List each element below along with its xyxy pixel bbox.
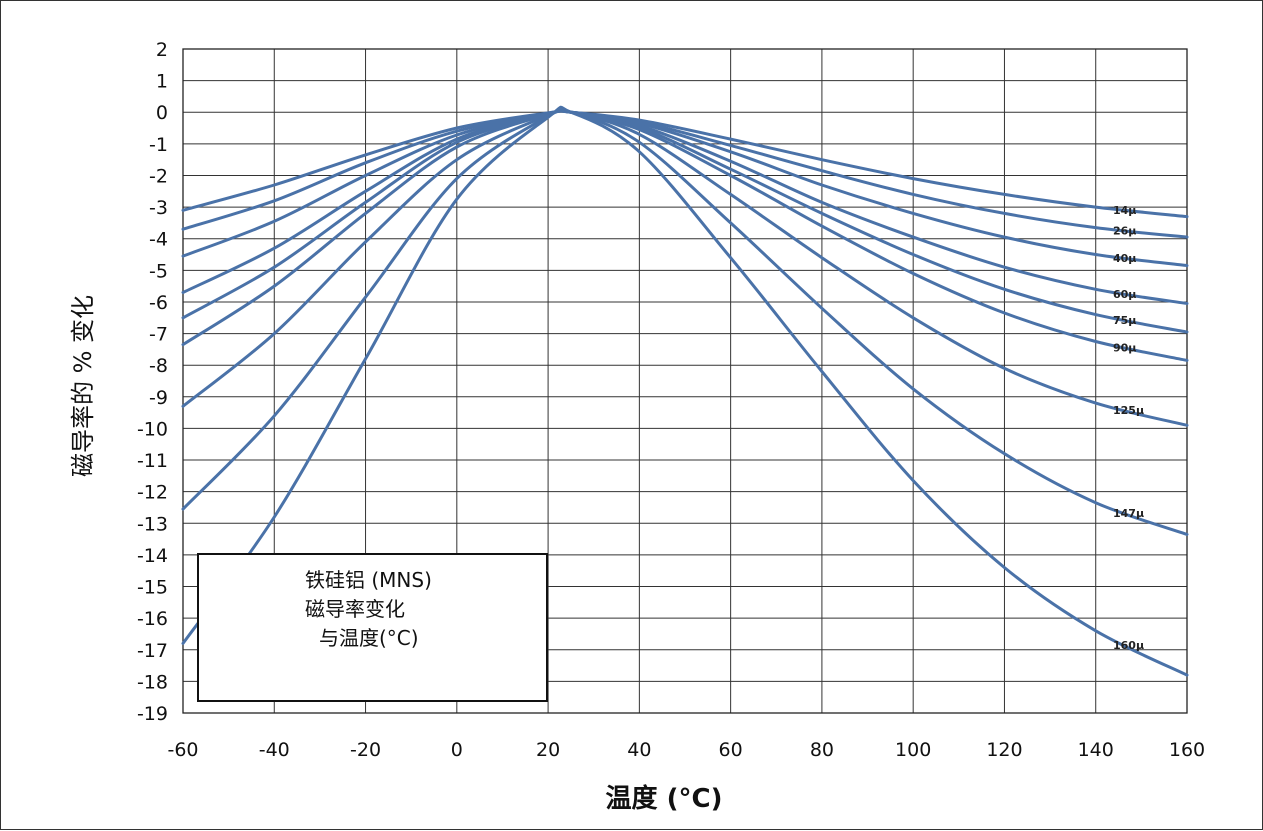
annotation-line-3: 与温度(°C) [319, 626, 419, 650]
annotation-line-1: 铁硅铝 (MNS) [305, 568, 432, 592]
y-tick-label: -13 [137, 513, 168, 535]
y-tick-label: -5 [149, 260, 168, 282]
x-tick-label: 100 [895, 739, 931, 761]
y-tick-label: -1 [149, 134, 168, 156]
y-tick-label: -6 [149, 292, 168, 314]
series-line [181, 109, 1189, 268]
x-tick-label: -60 [167, 739, 198, 761]
grid [182, 48, 1188, 714]
series-line [181, 108, 1189, 427]
x-tick-label: 40 [627, 739, 651, 761]
series-line [181, 109, 1189, 305]
x-tick-label: 80 [810, 739, 834, 761]
x-tick-label: 60 [719, 739, 743, 761]
series-line [181, 105, 1189, 677]
plot-area-border [182, 48, 1188, 714]
series-line [181, 109, 1189, 219]
series-label: 14μ [1113, 204, 1136, 217]
x-tick-label: -20 [350, 739, 381, 761]
y-tick-label: -14 [137, 545, 168, 567]
annotation-box: 铁硅铝 (MNS) 磁导率变化 与温度(°C) [197, 553, 548, 702]
y-tick-label: -8 [149, 355, 168, 377]
x-axis-ticks: -60 -40 -20 0 20 40 60 80 100 120 140 160 [167, 739, 1205, 761]
y-tick-label: 1 [156, 71, 168, 93]
x-axis-label: 温度 (°C) [606, 783, 723, 814]
x-tick-label: 140 [1078, 739, 1114, 761]
y-tick-label: -7 [149, 324, 168, 346]
series-label: 75μ [1113, 314, 1136, 327]
y-tick-label: -11 [137, 450, 168, 472]
y-tick-label: -4 [149, 229, 168, 251]
x-tick-label: 160 [1169, 739, 1205, 761]
series-line [181, 109, 1189, 239]
series-label: 60μ [1113, 288, 1136, 301]
series-label: 26μ [1113, 225, 1136, 238]
y-tick-label: -10 [137, 418, 168, 440]
series-label: 125μ [1113, 404, 1144, 417]
x-tick-label: 0 [451, 739, 463, 761]
y-tick-label: -19 [137, 703, 168, 725]
annotation-line-2: 磁导率变化 [305, 597, 405, 621]
series-labels: 14μ 26μ 40μ 60μ 75μ 90μ 125μ 147μ 160μ [1113, 204, 1144, 652]
series-label: 147μ [1113, 507, 1144, 520]
series-line [181, 108, 1189, 334]
y-tick-label: -17 [137, 640, 168, 662]
y-tick-label: -15 [137, 577, 168, 599]
y-axis-ticks: 2 1 0 -1 -2 -3 -4 -5 -6 -7 -8 -9 -10 -11 -12 -13 -14 -15 -… [137, 39, 168, 725]
y-tick-label: -2 [149, 165, 168, 187]
y-tick-label: -3 [149, 197, 168, 219]
y-tick-label: -16 [137, 608, 168, 630]
x-tick-label: 120 [986, 739, 1022, 761]
series-line [181, 107, 1189, 536]
y-axis-label: 磁导率的 % 变化 [69, 295, 97, 477]
y-tick-label: 2 [156, 39, 168, 61]
y-tick-label: -18 [137, 671, 168, 693]
y-tick-label: 0 [156, 102, 168, 124]
series-label: 40μ [1113, 252, 1136, 265]
series-lines [181, 105, 1189, 677]
y-tick-label: -12 [137, 482, 168, 504]
series-line [181, 108, 1189, 362]
x-tick-label: 20 [536, 739, 560, 761]
x-tick-label: -40 [259, 739, 290, 761]
series-label: 160μ [1113, 639, 1144, 652]
y-tick-label: -9 [149, 387, 168, 409]
series-label: 90μ [1113, 342, 1136, 355]
